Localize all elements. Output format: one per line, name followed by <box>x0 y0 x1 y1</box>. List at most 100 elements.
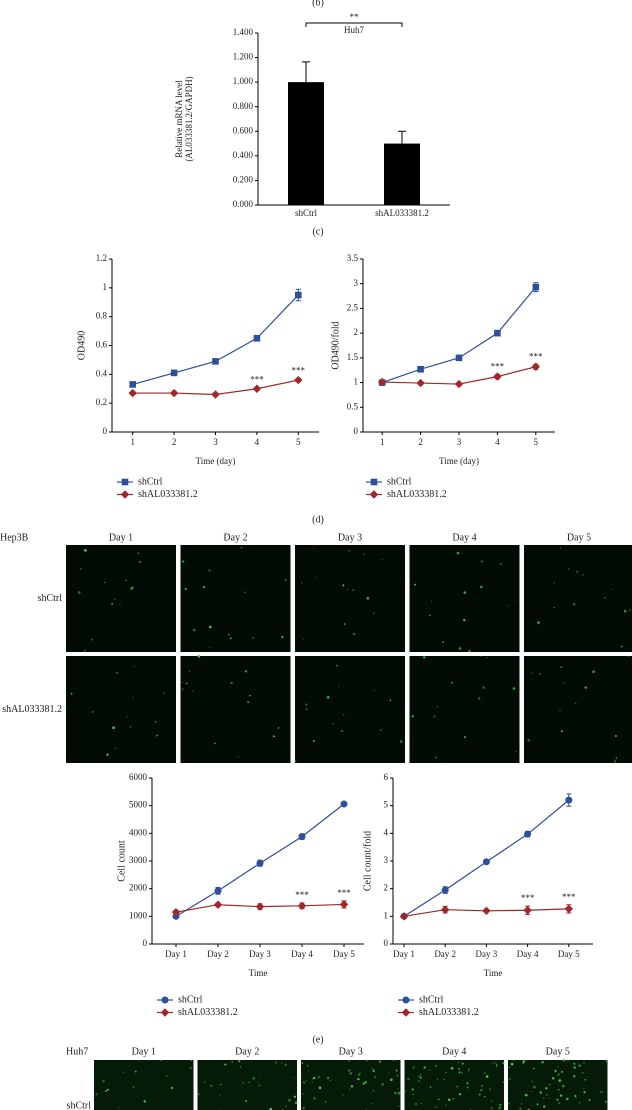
cell-dot <box>203 585 206 589</box>
cell-dot <box>306 1079 308 1081</box>
panel-label: (e) <box>312 1034 323 1045</box>
cell-dot <box>480 585 483 589</box>
marker <box>369 490 379 499</box>
cell-dot <box>429 614 431 617</box>
cell-dot <box>242 1082 244 1084</box>
significance-label: *** <box>337 888 351 898</box>
cell-dot <box>615 757 618 759</box>
cell-dot <box>457 1067 461 1070</box>
y-axis-label: Cell count/fold <box>362 831 373 891</box>
cell-dot <box>185 682 188 685</box>
cell-dot <box>83 649 86 652</box>
cell-dot <box>495 1063 498 1067</box>
x-tick-label: 4 <box>255 437 260 447</box>
cell-dot <box>252 637 254 639</box>
cell-dot <box>483 1072 486 1074</box>
panel-label: (b) <box>312 0 324 8</box>
cell-dot <box>258 1073 260 1075</box>
y-tick-label: 3.5 <box>347 253 359 263</box>
cell-dot <box>380 729 382 731</box>
cell-dot <box>509 1066 511 1068</box>
cell-dot <box>507 1102 510 1105</box>
cell-dot <box>258 1084 261 1087</box>
cell-dot <box>224 1063 227 1066</box>
marker <box>297 901 307 911</box>
cell-dot <box>227 633 230 636</box>
cell-dot <box>104 581 106 584</box>
y-tick-label: 5000 <box>129 800 148 810</box>
cell-dot <box>65 707 67 710</box>
x-tick-label: Day 3 <box>476 949 498 959</box>
panel-label: (d) <box>312 514 324 525</box>
cell-dot <box>458 1071 461 1074</box>
x-tick-label: 3 <box>213 437 218 447</box>
cell-dot <box>220 1083 222 1086</box>
cell-dot <box>500 1092 502 1094</box>
cell-dot <box>362 1082 365 1085</box>
cell-dot <box>378 1060 382 1063</box>
cell-dot <box>412 1093 414 1096</box>
cell-dot <box>561 1071 564 1073</box>
cell-dot <box>558 1083 560 1085</box>
cell-dot <box>248 1081 250 1083</box>
series-line <box>403 799 570 917</box>
x-tick-label: Day 1 <box>165 949 187 959</box>
cell-dot <box>132 696 134 698</box>
x-tick-label: 2 <box>172 437 177 447</box>
x-tick-label: 2 <box>418 437 423 447</box>
cell-dot <box>294 1101 298 1105</box>
cell-dot <box>230 681 233 685</box>
cell-dot <box>143 1100 146 1103</box>
marker <box>212 358 219 365</box>
marker <box>401 1008 411 1017</box>
cell-dot <box>565 1097 569 1101</box>
cell-dot <box>343 623 346 625</box>
cell-dot <box>520 1103 523 1105</box>
cell-dot <box>445 1104 448 1106</box>
significance-label: ** <box>350 12 360 22</box>
cell-dot <box>395 1069 398 1072</box>
cell-dot <box>210 1084 213 1087</box>
cell-dot <box>531 672 533 674</box>
cell-dot <box>313 1097 316 1100</box>
cell-dot <box>366 597 370 600</box>
y-tick-label: 1.5 <box>347 352 359 362</box>
cell-dot <box>342 584 345 587</box>
cell-dot <box>543 1097 545 1099</box>
y-tick-label: 0 <box>143 938 148 948</box>
column-header: Day 3 <box>338 532 362 543</box>
x-axis-label: Time (day) <box>439 456 479 466</box>
cell-dot <box>624 610 627 613</box>
cell-dot <box>456 551 460 555</box>
cell-dot <box>357 1073 360 1076</box>
cell-dot <box>464 736 467 739</box>
significance-label: *** <box>529 351 543 361</box>
significance-label: *** <box>491 362 505 372</box>
y-tick-label: 0.6 <box>96 340 108 350</box>
cell-dot <box>480 656 483 658</box>
cell-dot <box>557 1065 559 1068</box>
cell-dot <box>498 1106 502 1110</box>
cell-dot <box>468 1068 470 1070</box>
marker <box>295 291 302 299</box>
x-tick-label: Day 1 <box>393 949 415 959</box>
cell-dot <box>407 1078 410 1081</box>
cell-dot <box>130 588 132 590</box>
micrograph <box>409 656 520 763</box>
cell-dot <box>381 558 383 561</box>
micrograph <box>524 656 632 763</box>
cell-dot <box>70 692 73 695</box>
cell-dot <box>603 596 606 599</box>
marker <box>441 886 449 894</box>
cell-dot <box>350 1084 354 1088</box>
cell-dot <box>272 735 275 738</box>
y-tick-label: 1.400 <box>233 27 254 37</box>
cell-dot <box>512 687 516 690</box>
micrograph <box>94 1060 194 1110</box>
column-header: Day 2 <box>223 532 247 543</box>
x-tick-label: Day 3 <box>249 949 271 959</box>
cell-dot <box>389 1078 393 1082</box>
cell-dot <box>480 560 484 563</box>
cell-dot <box>548 1098 550 1100</box>
